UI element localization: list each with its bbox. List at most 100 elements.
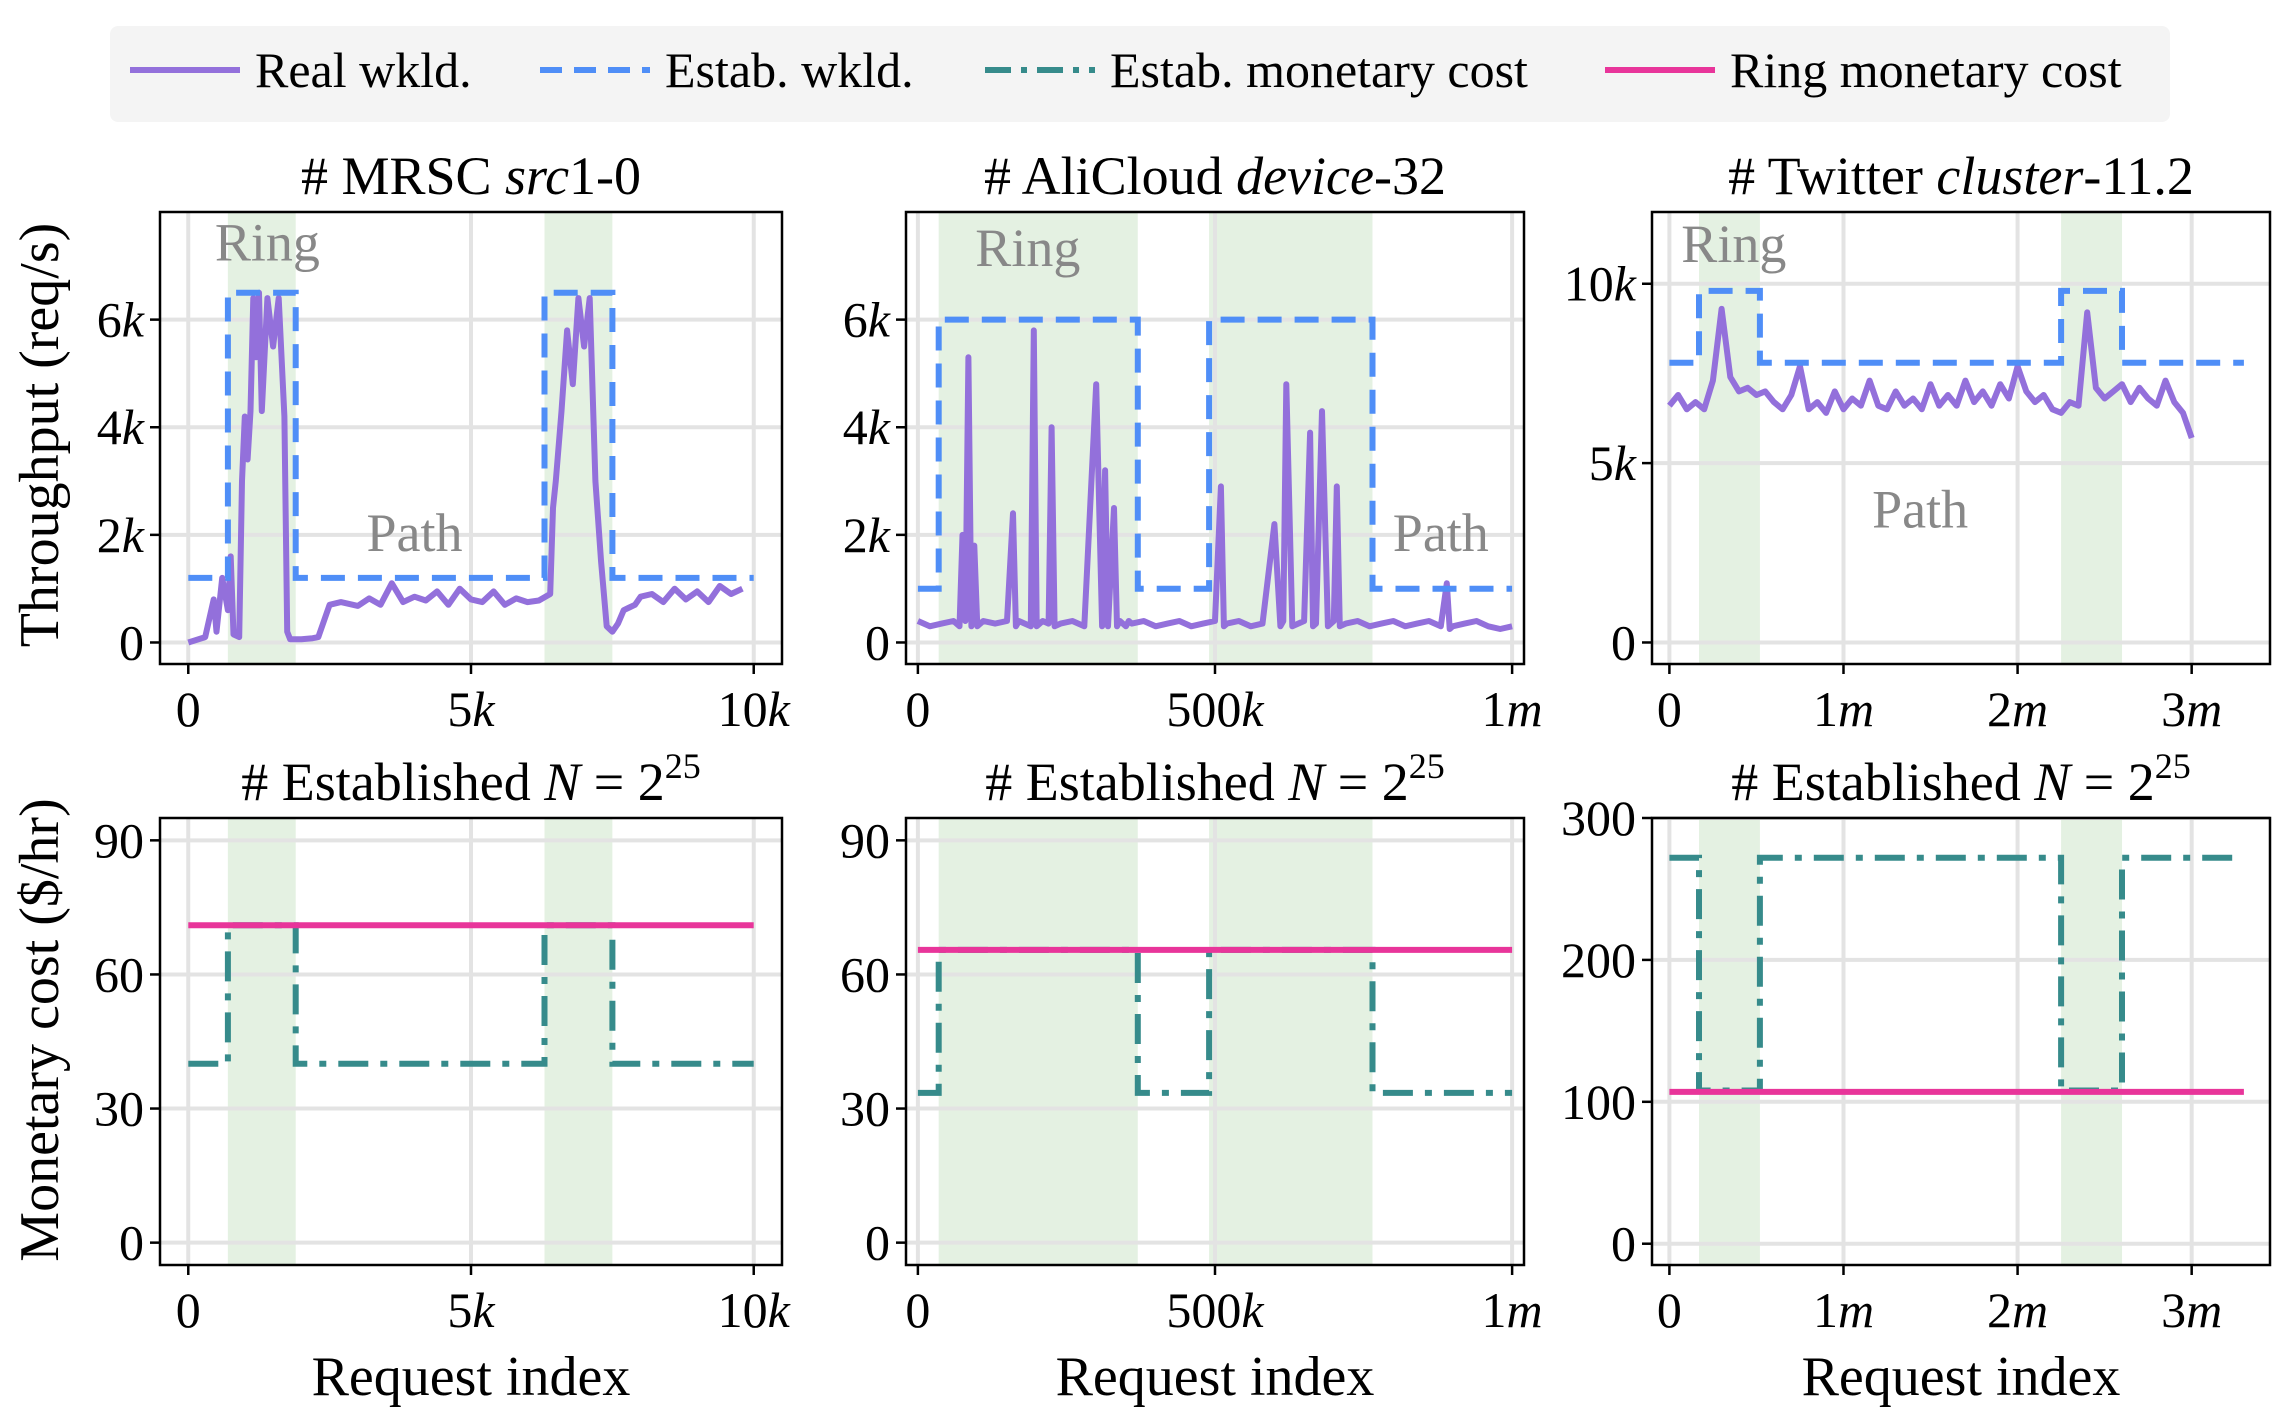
panel-title-tail: = 2 <box>580 752 664 812</box>
y-tick-label: 0 <box>865 1215 890 1271</box>
x-tick-label: 1m <box>1482 1282 1543 1338</box>
panel-title-italic: N <box>543 752 583 812</box>
series-group <box>188 922 754 1067</box>
legend-label: Estab. wkld. <box>665 42 914 98</box>
y-tick-number: 5 <box>1589 435 1614 491</box>
y-tick-number: 90 <box>94 812 144 868</box>
x-tick-number: 500 <box>1166 681 1241 737</box>
x-tick-label: 0 <box>905 681 930 737</box>
x-tick-label: 3m <box>2161 1282 2222 1338</box>
ring-region-shade <box>2061 818 2123 1265</box>
y-tick-label: 30 <box>840 1081 890 1137</box>
series-line-real <box>916 327 1513 632</box>
ring-region-shade <box>1699 818 1760 1265</box>
y-tick-label: 90 <box>840 812 890 868</box>
legend-item: Estab. monetary cost <box>985 42 1528 98</box>
x-tick-label: 0 <box>1657 1282 1682 1338</box>
legend-label: Estab. monetary cost <box>1110 42 1528 98</box>
x-tick-number: 1 <box>1813 1282 1838 1338</box>
x-tick-label: 1m <box>1813 1282 1874 1338</box>
y-tick-unit: k <box>868 507 891 563</box>
x-tick-number: 500 <box>1166 1282 1241 1338</box>
y-tick-label: 30 <box>94 1081 144 1137</box>
y-tick-number: 100 <box>1561 1074 1636 1130</box>
panel-title: # Established N = 225 <box>241 746 700 812</box>
y-tick-label: 200 <box>1561 932 1636 988</box>
y-tick-label: 4k <box>97 399 145 455</box>
plot-frame <box>1650 210 2272 666</box>
y-tick-label: 2k <box>843 507 891 563</box>
y-tick-label: 6k <box>97 292 145 348</box>
series-group <box>916 316 1513 632</box>
x-tick-number: 0 <box>1657 681 1682 737</box>
x-tick-number: 0 <box>176 681 201 737</box>
panel-title-superscript: 25 <box>665 746 701 786</box>
x-tick-label: 0 <box>1657 681 1682 737</box>
x-tick-number: 0 <box>1657 1282 1682 1338</box>
x-tick-number: 10 <box>718 1282 768 1338</box>
panel-title-italic: device <box>1236 146 1374 206</box>
x-tick-number: 3 <box>2161 1282 2186 1338</box>
x-tick-number: 3 <box>2161 681 2186 737</box>
x-tick-label: 0 <box>176 681 201 737</box>
y-tick-number: 4 <box>843 399 868 455</box>
panel-title-tail: = 2 <box>2070 752 2154 812</box>
y-tick-label: 0 <box>865 614 890 670</box>
panel-title-italic: cluster <box>1936 146 2084 206</box>
panel-title-tail: 1-0 <box>569 146 641 206</box>
annotation-ring: Ring <box>215 212 320 272</box>
panel-title-tail: = 2 <box>1324 752 1408 812</box>
legend-label: Real wkld. <box>255 42 472 98</box>
annotation-path: Path <box>366 503 462 563</box>
y-tick-number: 300 <box>1561 790 1636 846</box>
panel-title-italic: N <box>1287 752 1327 812</box>
x-tick-number: 0 <box>905 681 930 737</box>
y-tick-number: 0 <box>119 1215 144 1271</box>
panel-title: # Twitter cluster-11.2 <box>1728 146 2194 206</box>
x-tick-label: 10k <box>718 681 791 737</box>
y-tick-number: 90 <box>840 812 890 868</box>
x-tick-number: 2 <box>1987 681 2012 737</box>
y-tick-number: 0 <box>1611 1216 1636 1272</box>
panel-title: # Established N = 225 <box>1731 746 2190 812</box>
y-tick-label: 0 <box>119 614 144 670</box>
x-tick-unit: k <box>768 1282 791 1338</box>
y-tick-number: 0 <box>1611 614 1636 670</box>
x-tick-unit: k <box>472 1282 495 1338</box>
annotation-path: Path <box>1393 503 1489 563</box>
x-tick-unit: k <box>768 681 791 737</box>
panel-title: # MRSC src1-0 <box>301 146 641 206</box>
x-tick-number: 0 <box>176 1282 201 1338</box>
legend-box <box>110 26 2170 122</box>
y-tick-label: 0 <box>1611 614 1636 670</box>
series-line-real <box>1667 305 2195 439</box>
x-tick-unit: m <box>1838 681 1874 737</box>
x-tick-label: 5k <box>447 681 495 737</box>
y-tick-number: 4 <box>97 399 122 455</box>
legend-label: Ring monetary cost <box>1730 42 2122 98</box>
series-line-dash <box>188 289 754 581</box>
x-tick-label: 10k <box>718 1282 791 1338</box>
y-tick-label: 60 <box>94 946 144 1002</box>
series-line-dashdot <box>1669 854 2244 1094</box>
x-tick-number: 5 <box>447 681 472 737</box>
annotation-path: Path <box>1872 480 1968 540</box>
series-line-dashdot <box>188 922 754 1067</box>
x-tick-unit: m <box>2186 1282 2222 1338</box>
ring-region-shade <box>2061 212 2123 664</box>
y-axis-label-top: Throughput (req/s) <box>9 223 71 648</box>
x-tick-unit: k <box>1241 1282 1264 1338</box>
y-tick-number: 2 <box>843 507 868 563</box>
legend-item: Ring monetary cost <box>1605 42 2122 98</box>
y-tick-unit: k <box>868 292 891 348</box>
panel-title-superscript: 25 <box>1409 746 1445 786</box>
x-tick-label: 1m <box>1482 681 1543 737</box>
x-axis-label: Request index <box>312 1346 631 1408</box>
x-tick-number: 2 <box>1987 1282 2012 1338</box>
annotation-ring: Ring <box>975 218 1080 278</box>
series-line-dash <box>917 316 1513 592</box>
x-tick-unit: k <box>472 681 495 737</box>
